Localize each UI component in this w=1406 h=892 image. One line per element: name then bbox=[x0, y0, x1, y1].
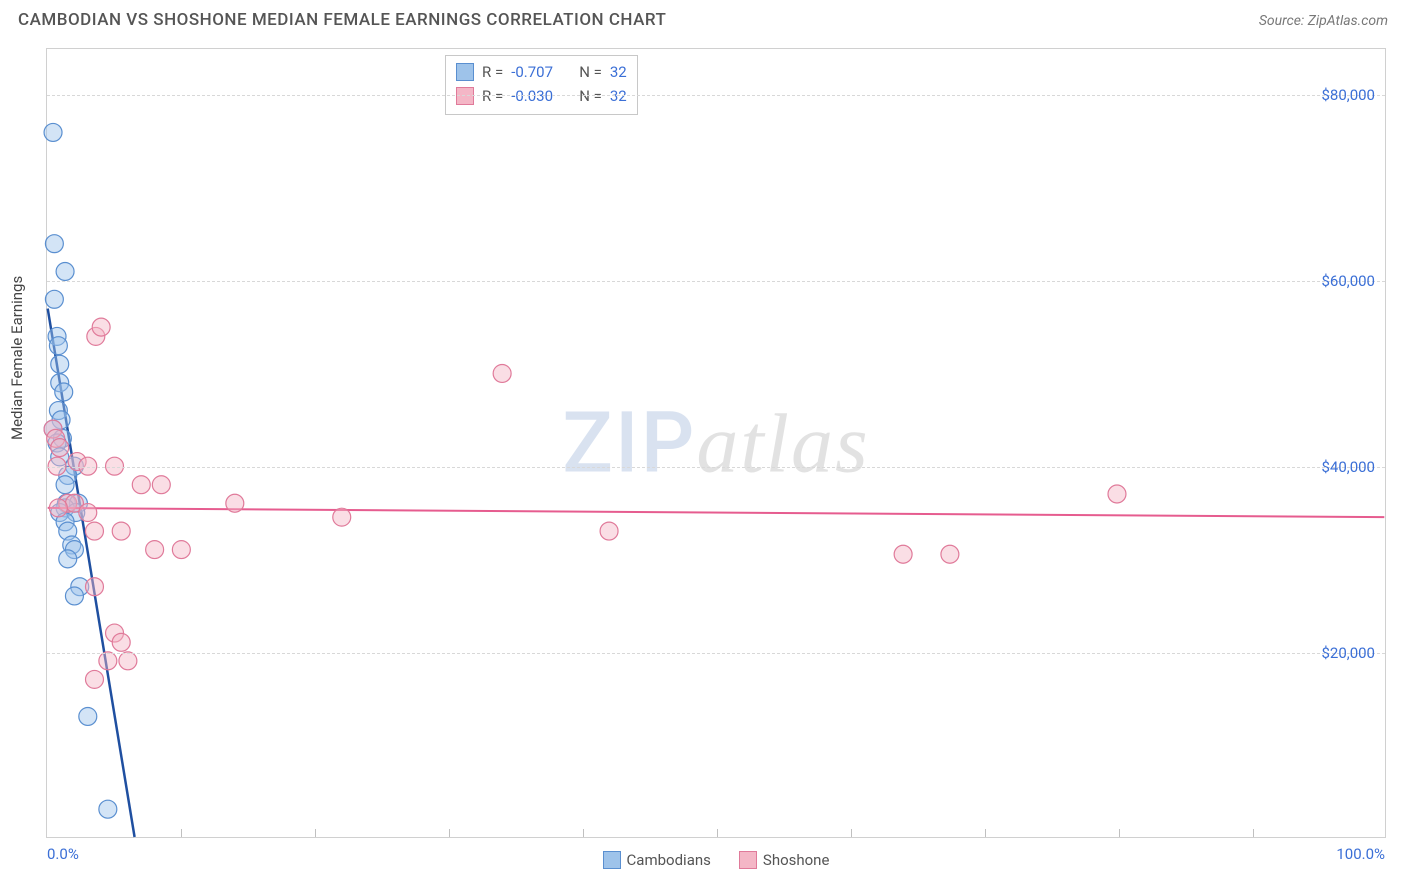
data-point bbox=[56, 263, 74, 281]
y-tick-label: $20,000 bbox=[1321, 644, 1375, 662]
data-point bbox=[59, 550, 77, 568]
chart-title: CAMBODIAN VS SHOSHONE MEDIAN FEMALE EARN… bbox=[18, 10, 666, 30]
data-point bbox=[51, 439, 69, 457]
data-point bbox=[49, 337, 67, 355]
r-value: -0.707 bbox=[511, 60, 571, 84]
data-point bbox=[493, 364, 511, 382]
data-point bbox=[112, 522, 130, 540]
legend-swatch bbox=[739, 851, 757, 869]
data-point bbox=[79, 504, 97, 522]
gridline bbox=[47, 95, 1385, 96]
plot-svg bbox=[47, 49, 1385, 837]
x-tick bbox=[1253, 829, 1254, 837]
data-point bbox=[226, 494, 244, 512]
data-point bbox=[86, 578, 104, 596]
x-tick-label: 100.0% bbox=[1336, 845, 1385, 863]
x-tick bbox=[181, 829, 182, 837]
bottom-legend: Cambodians Shoshone bbox=[47, 851, 1385, 869]
data-point bbox=[172, 541, 190, 559]
n-value: 32 bbox=[610, 60, 627, 84]
legend-item: Cambodians bbox=[603, 851, 711, 869]
data-point bbox=[119, 652, 137, 670]
data-point bbox=[65, 587, 83, 605]
data-point bbox=[79, 457, 97, 475]
trend-line bbox=[48, 508, 1385, 517]
data-point bbox=[146, 541, 164, 559]
data-point bbox=[99, 652, 117, 670]
y-tick-label: $80,000 bbox=[1321, 86, 1375, 104]
source-label: Source: bbox=[1259, 13, 1304, 29]
y-tick-label: $40,000 bbox=[1321, 458, 1375, 476]
data-point bbox=[44, 123, 62, 141]
x-tick bbox=[1119, 829, 1120, 837]
legend-swatch bbox=[603, 851, 621, 869]
source-value: ZipAtlas.com bbox=[1308, 13, 1388, 29]
y-axis-label: Median Female Earnings bbox=[8, 276, 26, 440]
data-point bbox=[56, 476, 74, 494]
stats-row: R = -0.707 N = 32 bbox=[456, 60, 627, 84]
data-point bbox=[86, 670, 104, 688]
legend-label: Shoshone bbox=[763, 851, 830, 869]
data-point bbox=[333, 508, 351, 526]
data-point bbox=[99, 800, 117, 818]
data-point bbox=[152, 476, 170, 494]
data-point bbox=[86, 522, 104, 540]
x-tick-label: 0.0% bbox=[47, 845, 79, 863]
stats-box: R =-0.707N =32R =-0.030N =32 bbox=[445, 55, 638, 115]
data-point bbox=[45, 235, 63, 253]
data-point bbox=[51, 355, 69, 373]
data-point bbox=[79, 708, 97, 726]
x-tick bbox=[449, 829, 450, 837]
legend-label: Cambodians bbox=[627, 851, 711, 869]
gridline bbox=[47, 281, 1385, 282]
legend-item: Shoshone bbox=[739, 851, 830, 869]
plot-area: ZIPatlas R =-0.707N =32R =-0.030N =32 Ca… bbox=[46, 48, 1386, 838]
chart-header: CAMBODIAN VS SHOSHONE MEDIAN FEMALE EARN… bbox=[0, 0, 1406, 34]
data-point bbox=[55, 383, 73, 401]
x-tick bbox=[985, 829, 986, 837]
gridline bbox=[47, 653, 1385, 654]
r-label: R = bbox=[482, 60, 503, 84]
gridline bbox=[47, 467, 1385, 468]
data-point bbox=[106, 457, 124, 475]
x-tick bbox=[315, 829, 316, 837]
y-tick-label: $60,000 bbox=[1321, 272, 1375, 290]
data-point bbox=[894, 545, 912, 563]
chart-source: Source: ZipAtlas.com bbox=[1259, 13, 1388, 29]
data-point bbox=[92, 318, 110, 336]
data-point bbox=[941, 545, 959, 563]
n-label: N = bbox=[579, 60, 602, 84]
data-point bbox=[48, 457, 66, 475]
x-tick bbox=[583, 829, 584, 837]
data-point bbox=[49, 499, 67, 517]
x-tick bbox=[851, 829, 852, 837]
x-tick bbox=[717, 829, 718, 837]
data-point bbox=[1108, 485, 1126, 503]
legend-swatch bbox=[456, 63, 474, 81]
data-point bbox=[45, 290, 63, 308]
data-point bbox=[600, 522, 618, 540]
data-point bbox=[132, 476, 150, 494]
data-point bbox=[112, 633, 130, 651]
